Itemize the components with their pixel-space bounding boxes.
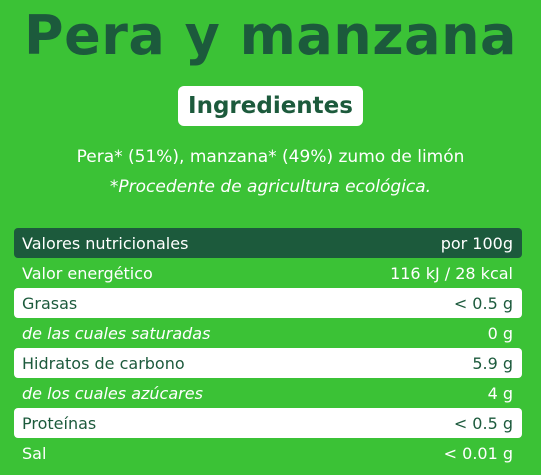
nutrition-row-label: de las cuales saturadas <box>22 323 211 343</box>
nutrition-row-value: 4 g <box>487 383 513 403</box>
nutrition-row-label: Grasas <box>22 293 78 313</box>
ingredients-heading: Ingredientes <box>178 86 363 126</box>
nutrition-row-value: < 0.5 g <box>453 413 513 433</box>
nutrition-row-sugars: de los cuales azúcares 4 g <box>14 378 522 408</box>
nutrition-row-value: 0 g <box>487 323 513 343</box>
nutrition-header-label: Valores nutricionales <box>22 233 189 253</box>
nutrition-row-label: Hidratos de carbono <box>22 353 185 373</box>
nutrition-row-label: de los cuales azúcares <box>22 383 203 403</box>
nutrition-header-row: Valores nutricionales por 100g <box>14 228 522 258</box>
product-title: Pera y manzana <box>24 4 517 67</box>
nutrition-row-fat: Grasas < 0.5 g <box>14 288 522 318</box>
ingredients-note: *Procedente de agricultura ecológica. <box>109 177 432 197</box>
nutrition-row-salt: Sal < 0.01 g <box>14 438 522 468</box>
nutrition-row-label: Valor energético <box>22 263 153 283</box>
ingredients-heading-wrap: Ingredientes <box>0 86 541 126</box>
ingredients-text: Pera* (51%), manzana* (49%) zumo de limó… <box>76 147 465 167</box>
nutrition-row-label: Proteínas <box>22 413 97 433</box>
nutrition-row-label: Sal <box>22 443 47 463</box>
nutrition-row-value: 5.9 g <box>472 353 513 373</box>
nutrition-row-value: < 0.5 g <box>453 293 513 313</box>
nutrition-row-protein: Proteínas < 0.5 g <box>14 408 522 438</box>
nutrition-row-carbs: Hidratos de carbono 5.9 g <box>14 348 522 378</box>
nutrition-table: Valores nutricionales por 100g Valor ene… <box>14 228 522 468</box>
nutrition-row-energy: Valor energético 116 kJ / 28 kcal <box>14 258 522 288</box>
nutrition-row-saturated: de las cuales saturadas 0 g <box>14 318 522 348</box>
nutrition-row-value: 116 kJ / 28 kcal <box>390 263 513 283</box>
nutrition-row-value: < 0.01 g <box>443 443 513 463</box>
nutrition-header-value: por 100g <box>440 233 513 253</box>
